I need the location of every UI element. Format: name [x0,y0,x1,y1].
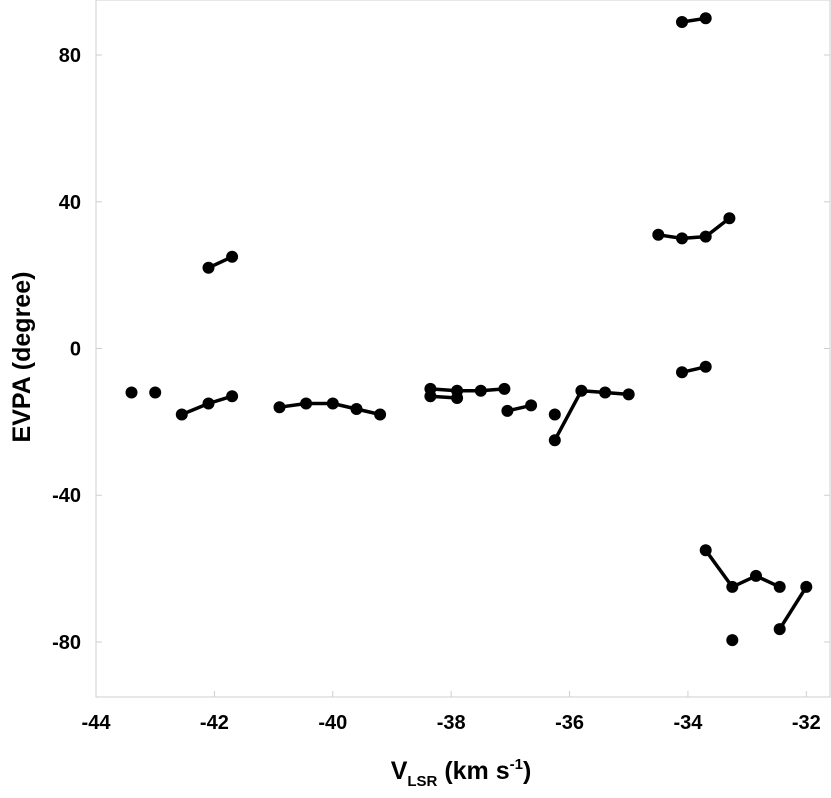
data-point [374,408,387,421]
series-line [553,388,629,442]
data-point [125,386,138,399]
data-point [699,230,712,243]
data-point [149,386,162,399]
data-point [726,634,739,647]
x-tick-label: -32 [792,712,821,734]
x-axis-label: VLSR (km s-1) [391,756,532,790]
data-point [750,569,762,582]
data-point [652,228,665,241]
data-point [726,580,739,593]
data-point [676,232,688,245]
series-line [658,216,731,241]
x-tick-label: -38 [437,712,466,734]
y-tick-label: 40 [59,192,81,214]
y-tick-label: 0 [70,339,81,361]
data-point [498,382,511,395]
y-tick-label: -80 [52,632,81,654]
data-point [599,386,612,399]
data-point [474,384,487,397]
data-point [202,397,215,410]
data-point [175,408,188,421]
data-point [350,403,363,415]
series-line [778,585,808,631]
data-point [202,261,215,274]
y-axis-label: EVPA (degree) [8,272,36,443]
data-point [800,580,813,593]
series-lines [181,16,808,631]
data-point [525,399,538,412]
x-tick-label: -44 [82,712,112,734]
y-tick-label: -40 [52,485,81,507]
data-point [699,360,712,373]
x-tick-label: -42 [200,712,229,734]
data-point [723,212,736,225]
plot-frame [95,0,831,698]
data-points [125,12,813,647]
data-point [300,397,313,410]
data-point [424,382,437,395]
data-point [676,16,688,28]
data-point [451,384,464,397]
y-tick-label: 80 [59,45,81,67]
data-point [773,623,786,636]
data-point [548,408,561,421]
series-line [430,387,505,393]
tick-labels: -44 -42 -40 -38 -36 -34 -32 -80 -40 0 40 80 [52,45,821,734]
data-point [773,580,786,593]
data-point [676,366,688,379]
data-point [326,397,339,410]
data-point [699,12,712,25]
data-point [226,390,239,403]
data-point [548,434,561,447]
series-line [704,549,781,589]
data-point [273,401,286,414]
x-tick-label: -36 [555,712,584,734]
axis-ticks [95,54,830,697]
data-point [226,250,239,263]
data-point [501,404,514,417]
x-tick-label: -40 [318,712,347,734]
data-point [575,384,588,397]
data-point [699,544,712,557]
data-point [622,388,635,401]
x-tick-label: -34 [673,712,703,734]
